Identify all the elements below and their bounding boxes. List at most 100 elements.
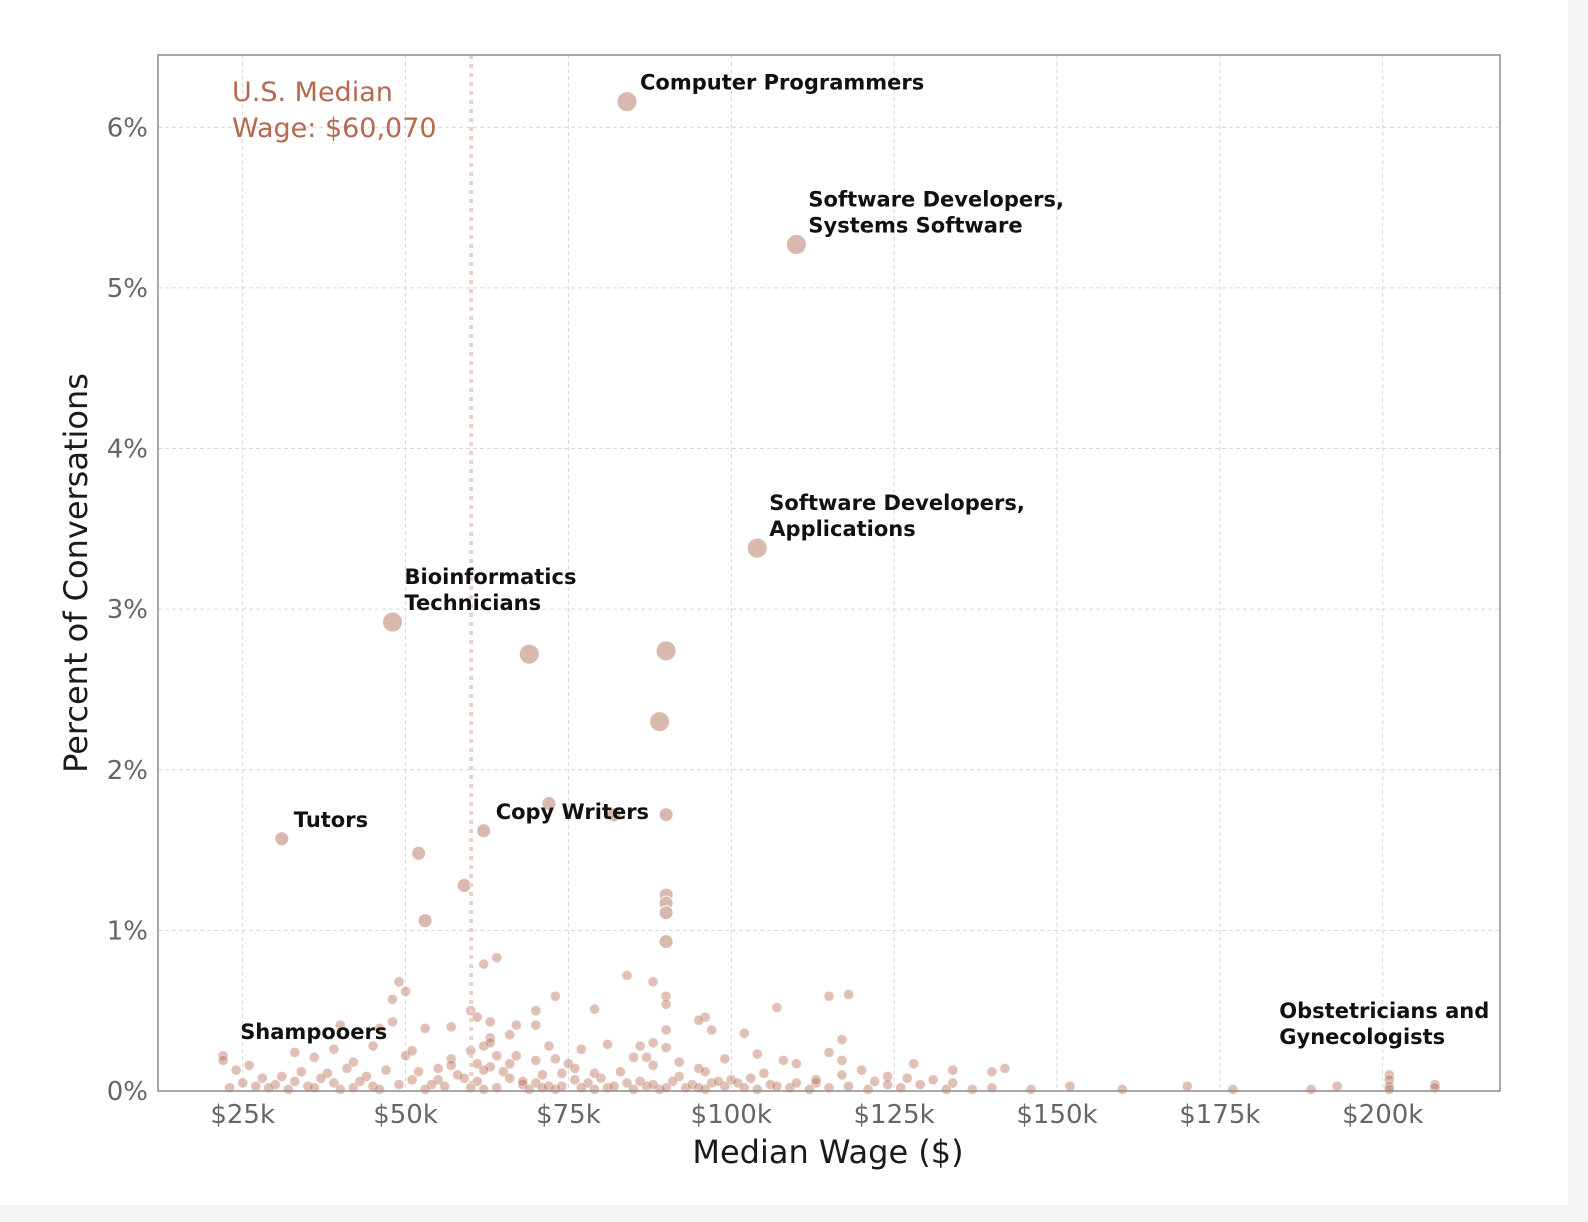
- data-point: [693, 1063, 705, 1074]
- data-point: [417, 913, 433, 929]
- data-point: [712, 1075, 724, 1087]
- data-point: [589, 1083, 600, 1095]
- data-point: [393, 976, 405, 988]
- data-point: [374, 1022, 385, 1034]
- data-point: [606, 807, 622, 823]
- data-point: [426, 1079, 438, 1091]
- data-point: [250, 1080, 262, 1092]
- data-point: [269, 1079, 281, 1091]
- x-tick-label: $50k: [373, 1100, 438, 1130]
- data-point: [673, 1056, 685, 1068]
- data-point: [602, 1038, 613, 1050]
- data-point: [556, 1067, 568, 1079]
- grid-lines: [158, 55, 1500, 1091]
- data-point: [615, 1066, 626, 1078]
- data-point: [341, 1063, 353, 1074]
- data-point: [654, 1083, 666, 1095]
- data-points: [217, 91, 1441, 1095]
- data-point: [1305, 1083, 1317, 1095]
- data-point: [746, 537, 768, 559]
- data-point: [476, 823, 492, 839]
- reference-line-group: U.S. Median Wage: $60,070: [232, 55, 474, 1091]
- data-point: [986, 1066, 998, 1078]
- data-point: [647, 1079, 659, 1091]
- data-point: [608, 1080, 620, 1092]
- data-point: [1383, 1069, 1395, 1081]
- data-point: [649, 711, 671, 733]
- data-point: [400, 985, 412, 997]
- data-point: [658, 905, 674, 921]
- data-point: [966, 1083, 978, 1095]
- data-point: [658, 934, 674, 950]
- data-point: [413, 1066, 425, 1078]
- data-point: [751, 1048, 763, 1060]
- data-point: [308, 1051, 320, 1063]
- data-point: [478, 1083, 490, 1095]
- data-point: [478, 1040, 490, 1052]
- data-point: [328, 1043, 340, 1055]
- data-point: [616, 91, 638, 113]
- data-point: [810, 1077, 822, 1089]
- data-point: [856, 1064, 868, 1076]
- data-point: [523, 1083, 535, 1095]
- data-point: [771, 1002, 783, 1013]
- data-point: [634, 1040, 646, 1052]
- data-point: [543, 1040, 555, 1052]
- data-point: [367, 1040, 379, 1052]
- x-tick-label: $75k: [536, 1100, 601, 1130]
- data-point: [541, 796, 557, 811]
- data-point: [217, 1055, 229, 1066]
- data-point: [569, 1074, 581, 1086]
- annotation-label: Bioinformatics: [405, 565, 577, 589]
- data-point: [693, 1014, 705, 1026]
- data-point: [354, 1075, 366, 1087]
- data-point: [504, 1029, 516, 1041]
- data-point: [556, 1080, 568, 1092]
- data-point: [328, 1077, 340, 1089]
- annotation-label: Software Developers,: [808, 188, 1064, 212]
- data-point: [432, 1063, 444, 1074]
- data-point: [406, 1074, 418, 1086]
- data-point: [947, 1077, 959, 1089]
- x-tick-label: $150k: [1016, 1100, 1097, 1130]
- data-point: [289, 1075, 301, 1087]
- data-point: [387, 1016, 398, 1028]
- data-point: [439, 1080, 451, 1092]
- data-point: [1383, 1083, 1395, 1095]
- x-axis-title: Median Wage ($): [692, 1133, 963, 1171]
- data-point: [393, 1079, 405, 1091]
- data-point: [655, 640, 677, 662]
- data-point: [274, 831, 290, 847]
- data-point: [660, 990, 672, 1002]
- data-point: [634, 1075, 646, 1087]
- annotation-label: Technicians: [405, 591, 542, 615]
- data-point: [667, 1075, 679, 1087]
- data-point: [745, 1072, 757, 1084]
- data-point: [530, 1005, 542, 1017]
- data-point: [843, 1080, 854, 1092]
- data-point: [504, 1058, 516, 1070]
- data-point: [999, 1063, 1011, 1074]
- data-point: [836, 1055, 848, 1066]
- chart-container: U.S. Median Wage: $60,070 Computer Progra…: [0, 0, 1568, 1205]
- data-point: [836, 1069, 848, 1081]
- data-point: [908, 1058, 920, 1070]
- data-point: [315, 1072, 327, 1084]
- y-tick-label: 0%: [107, 1077, 148, 1107]
- data-point: [862, 1083, 874, 1095]
- data-point: [549, 1083, 561, 1095]
- data-point: [660, 1042, 672, 1054]
- data-point: [452, 1069, 464, 1081]
- data-point: [947, 1064, 959, 1076]
- data-point: [1116, 1083, 1128, 1095]
- data-point: [243, 1059, 255, 1071]
- data-point: [295, 1066, 307, 1078]
- data-point: [699, 1011, 711, 1023]
- data-point: [382, 611, 403, 633]
- axes: $25k $50k $75k $100k $125k $150k $175k $200k 0% 1…: [107, 54, 1501, 1130]
- data-point: [940, 1083, 952, 1095]
- data-point: [790, 1077, 802, 1089]
- data-point: [510, 1019, 522, 1031]
- data-point: [771, 1080, 783, 1092]
- data-point: [785, 234, 807, 255]
